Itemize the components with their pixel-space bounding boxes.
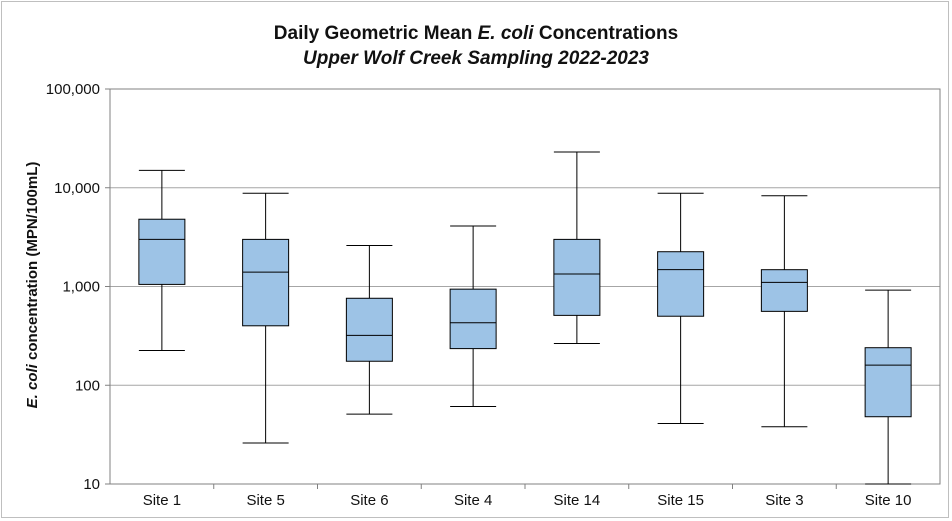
y-axis-title: E. coli concentration (MPN/100mL): [24, 162, 41, 409]
box-site-1: [138, 169, 186, 351]
iqr-box: [553, 238, 601, 316]
iqr-box: [760, 269, 808, 312]
boxes: [138, 151, 912, 485]
x-tick-label: Site 15: [657, 492, 704, 509]
title-italic: E. coli: [477, 23, 534, 44]
title-prefix: Daily Geometric Mean: [273, 23, 478, 44]
iqr-box: [345, 297, 393, 362]
y-tick-label: 100,000: [46, 81, 100, 98]
y-tick-label: 100: [75, 377, 100, 394]
y-axis-title-italic: E. coli: [24, 363, 41, 408]
box-site-3: [760, 195, 808, 428]
iqr-box: [242, 238, 290, 327]
box-site-15: [657, 192, 705, 424]
x-tick-label: Site 4: [454, 492, 492, 509]
title-suffix: Concentrations: [533, 23, 679, 44]
iqr-box: [657, 251, 705, 317]
x-tick-label: Site 5: [246, 492, 284, 509]
x-tick-label: Site 3: [765, 492, 803, 509]
y-tick-label: 10: [83, 476, 100, 493]
box-site-14: [553, 151, 601, 344]
gridlines: [105, 88, 940, 485]
y-axis-title-rest: concentration (MPN/100mL): [24, 162, 41, 365]
x-tick-label: Site 10: [865, 492, 912, 509]
x-tick-label: Site 6: [350, 492, 388, 509]
chart-subtitle: Upper Wolf Creek Sampling 2022-2023: [303, 48, 649, 69]
box-site-5: [242, 192, 290, 444]
y-tick-label: 10,000: [54, 180, 100, 197]
iqr-box: [449, 288, 497, 350]
x-tick-labels: Site 1 Site 5 Site 6 Site 4 Site 14 Site 15 Si…: [143, 484, 912, 509]
box-site-4: [449, 225, 497, 407]
iqr-box: [138, 218, 186, 285]
box-site-6: [345, 245, 393, 415]
y-tick-label: 1,000: [62, 279, 100, 296]
y-tick-labels: 10 100 1,000 10,000 100,000: [46, 81, 100, 493]
chart-title: Daily Geometric Mean E. coli Concentrati…: [0, 22, 952, 46]
x-tick-label: Site 14: [554, 492, 601, 509]
x-tick-label: Site 1: [143, 492, 181, 509]
box-site-10: [864, 289, 912, 485]
iqr-box: [864, 347, 912, 418]
